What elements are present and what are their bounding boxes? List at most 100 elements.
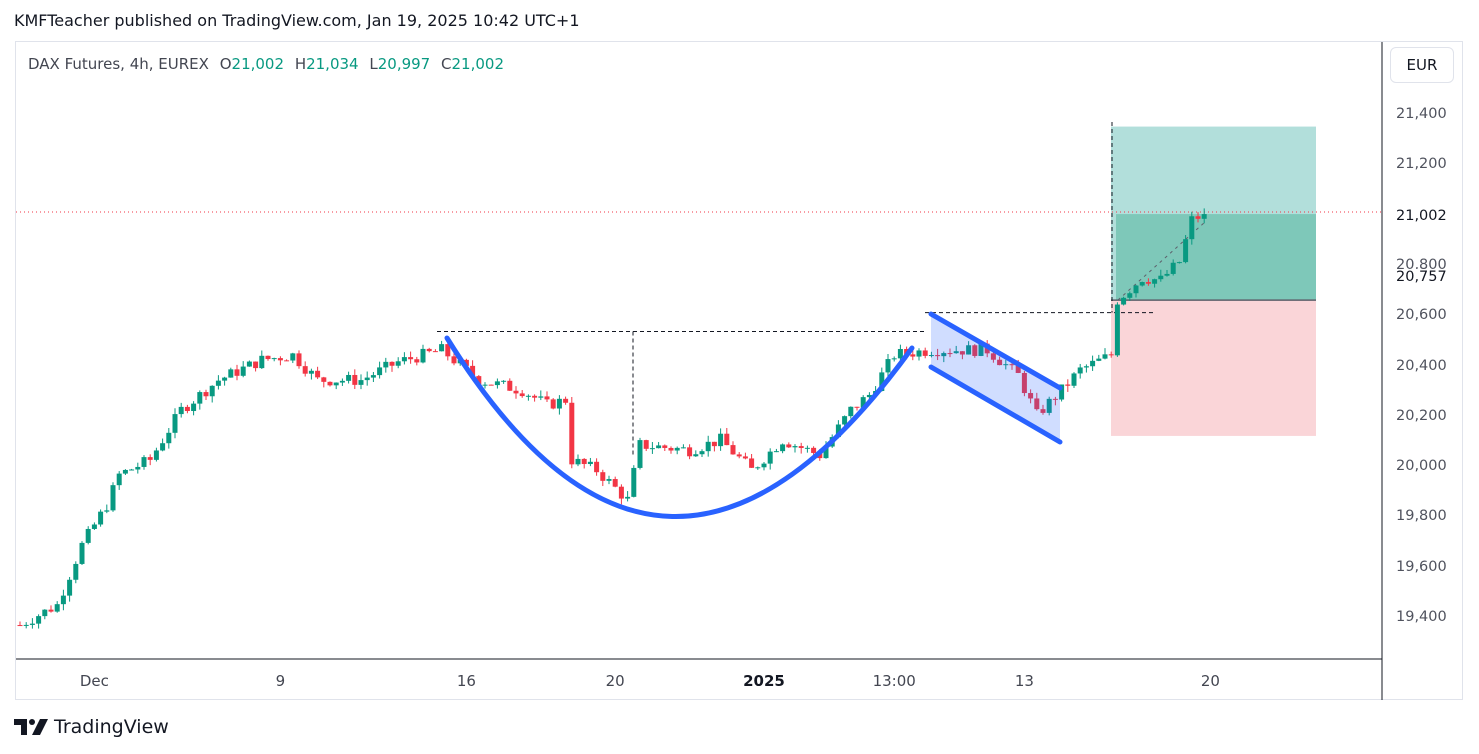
candle: [519, 390, 525, 398]
candle: [79, 541, 85, 566]
candle: [928, 351, 934, 358]
candle-body: [277, 358, 283, 361]
candle-body: [612, 479, 618, 487]
candle: [563, 396, 569, 405]
candle-body: [662, 445, 668, 448]
candle: [953, 345, 959, 354]
candle: [129, 468, 135, 471]
candle: [98, 509, 104, 527]
candle: [730, 441, 736, 455]
candle: [891, 356, 897, 362]
candle-body: [1040, 409, 1046, 413]
candle-body: [321, 377, 327, 382]
candle: [308, 368, 314, 380]
candle: [116, 471, 122, 490]
candle-body: [476, 376, 482, 386]
candle: [352, 369, 358, 390]
candle-body: [1114, 304, 1120, 356]
candle-body: [550, 399, 556, 409]
candle-body: [563, 398, 569, 403]
candle-body: [302, 366, 308, 374]
candle: [1096, 354, 1102, 362]
candle: [110, 482, 116, 512]
candle: [594, 458, 600, 476]
candle-body: [501, 380, 507, 382]
currency-button[interactable]: EUR: [1390, 47, 1454, 83]
candle-body: [755, 467, 761, 469]
candle-body: [215, 380, 221, 386]
candle: [966, 341, 972, 355]
candle: [1071, 372, 1077, 388]
candle: [804, 445, 810, 453]
candle-body: [513, 390, 519, 394]
candle: [618, 484, 624, 505]
candle-body: [1195, 216, 1201, 219]
candle-body: [1034, 398, 1040, 410]
candle: [749, 453, 755, 468]
candle: [680, 444, 686, 449]
candle: [569, 396, 575, 469]
entry-label: 20,757: [1396, 269, 1447, 285]
candle-body: [228, 369, 234, 378]
candle: [718, 428, 724, 451]
candle-body: [885, 359, 891, 373]
candle-body: [959, 351, 965, 355]
candle-body: [48, 609, 54, 612]
candle-body: [600, 472, 606, 481]
target-zone-filled: [1116, 214, 1316, 301]
candle-body: [724, 433, 730, 446]
candle-body: [594, 461, 600, 473]
flag-lower-line: [928, 364, 1063, 445]
candle: [401, 352, 407, 365]
candle: [990, 351, 996, 363]
candle: [259, 350, 265, 370]
tradingview-logo[interactable]: TradingView: [14, 716, 169, 738]
candle-body: [835, 424, 841, 438]
candle-body: [116, 473, 122, 486]
open-value: O21,002: [219, 55, 285, 73]
candle: [160, 438, 166, 452]
candle: [1183, 235, 1189, 264]
price-tick-label: 20,800: [1396, 256, 1447, 273]
candle-body: [928, 355, 934, 357]
candle: [445, 342, 451, 361]
candle-body: [110, 485, 116, 511]
candle-body: [718, 433, 724, 447]
candle: [755, 466, 761, 470]
candle: [842, 415, 848, 428]
candle: [234, 364, 240, 381]
candle: [253, 361, 259, 372]
candle-body: [67, 579, 73, 596]
candle-body: [494, 381, 500, 386]
candle: [370, 371, 376, 383]
candle-body: [23, 624, 29, 626]
candle: [178, 402, 184, 418]
candle-body: [786, 444, 792, 448]
candle-body: [966, 345, 972, 355]
candle: [575, 454, 581, 467]
candle-body: [848, 406, 854, 417]
candle-body: [587, 461, 593, 465]
candle-body: [538, 396, 544, 398]
candle-body: [978, 343, 984, 356]
candle-body: [941, 353, 947, 357]
stop-zone: [1111, 300, 1316, 436]
candle-body: [891, 358, 897, 360]
candle-body: [1090, 360, 1096, 367]
candle-body: [160, 443, 166, 451]
candle-body: [680, 447, 686, 449]
candle-body: [389, 361, 395, 366]
candle: [54, 601, 60, 613]
candle-body: [191, 403, 197, 412]
candle-body: [990, 353, 996, 360]
candle: [451, 351, 457, 366]
candle: [358, 374, 364, 390]
candle: [36, 614, 42, 629]
candle: [587, 457, 593, 467]
candle: [215, 375, 221, 390]
candle: [631, 465, 637, 498]
low-value: L20,997: [369, 55, 431, 73]
candle-body: [166, 432, 172, 444]
candle-body: [488, 384, 494, 386]
